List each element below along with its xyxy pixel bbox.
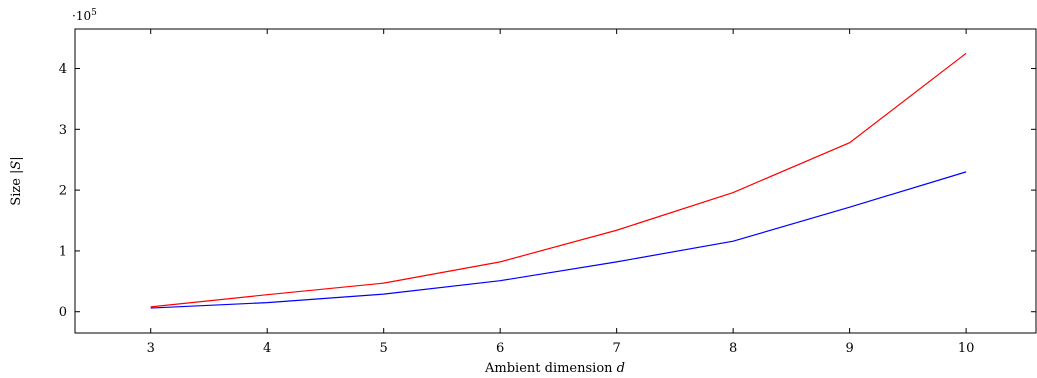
x-tick-label: 4 — [263, 341, 271, 356]
x-tick-label: 5 — [380, 341, 388, 356]
y-tick-label: 1 — [59, 244, 67, 259]
tick-labels: 3 4 5 6 7 8 9 10 0 1 2 3 4 — [59, 62, 975, 356]
ticks — [75, 29, 1036, 333]
y-scale-label: ·105 — [72, 8, 97, 23]
x-tick-label: 8 — [729, 341, 737, 356]
series-line-2 — [150, 171, 967, 309]
y-tick-label: 3 — [59, 123, 67, 138]
series-line-1 — [150, 52, 967, 308]
y-axis-label: Size |S| — [9, 156, 24, 205]
y-tick-label: 0 — [59, 305, 67, 320]
x-tick-label: 3 — [147, 341, 155, 356]
y-tick-label: 2 — [59, 184, 67, 199]
x-axis-label: Ambient dimension d — [484, 361, 625, 376]
x-tick-label: 6 — [496, 341, 504, 356]
plot-frame — [74, 28, 1037, 334]
x-tick-label: 9 — [845, 341, 853, 356]
x-tick-label: 7 — [613, 341, 621, 356]
y-tick-label: 4 — [59, 62, 67, 77]
x-tick-label: 10 — [958, 341, 975, 356]
series-lines — [150, 52, 967, 309]
